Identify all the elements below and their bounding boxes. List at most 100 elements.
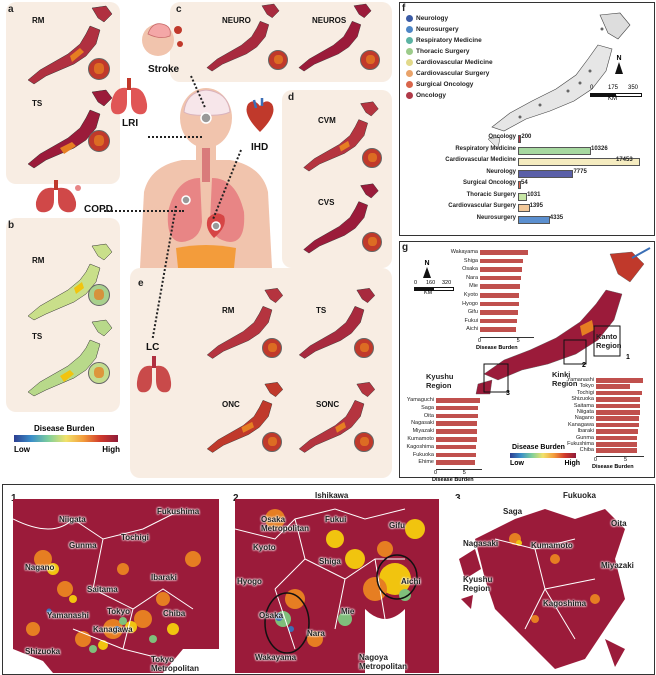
region-bar-label: Yamaguchi — [406, 397, 434, 403]
region-bar — [480, 284, 521, 289]
zoom1-label-kanagawa: Kanagawa — [93, 625, 133, 634]
zoom3-label-fukuoka: Fukuoka — [563, 491, 596, 500]
zoom3-label-saga: Saga — [503, 507, 523, 516]
panel-g-scale-unit: KM — [424, 290, 433, 296]
panel-f-legend-item: Thoracic Surgery — [406, 48, 469, 55]
zoom2-label-nagoya-metropolitan: Nagoya Metropolitan — [359, 653, 407, 671]
region-bar — [596, 378, 643, 383]
ihd-heart-icon — [246, 98, 274, 132]
panel-f-north-label: N — [616, 55, 622, 62]
zoom1-label-tokyo: Tokyo — [107, 607, 130, 616]
panel-c-map-label-neuros: NEUROS — [312, 16, 347, 25]
panel-f-bar-label: Surgical Oncology — [462, 180, 516, 186]
panel-f-japan-map — [487, 12, 631, 150]
region-axis-tick: 5 — [462, 470, 466, 477]
kinki-region-label: Kinki Region — [552, 370, 578, 388]
left-legend-low: Low — [14, 445, 30, 454]
region-bar-label: Wakayama — [450, 249, 478, 255]
panel-b-map-label-rm: RM — [32, 256, 45, 265]
ihd-label: IHD — [251, 142, 269, 153]
panel-f-bar-label: Neurology — [486, 168, 516, 175]
torso-shape — [140, 160, 272, 268]
region-axis-line — [480, 337, 534, 338]
region-bar — [436, 460, 476, 465]
region-bar — [480, 250, 528, 255]
panel-f-bar-value: 17453 — [616, 157, 633, 163]
region-bar-label: Tokyo — [579, 383, 594, 390]
zoom3-label-miyazaki: Miyazaki — [601, 561, 634, 570]
human-body-illustration — [140, 88, 272, 268]
copd-label: COPD — [84, 204, 113, 215]
panel-g-scale: 0 160 320 KM — [414, 280, 460, 298]
panel-f-bar — [518, 158, 640, 166]
region-axis-tick: 0 — [594, 456, 598, 463]
zoom2-label-gifu: Gifu — [389, 521, 405, 530]
panel-a: a RM TS — [6, 2, 120, 184]
region-axis-title: Disease Burden — [592, 463, 634, 470]
box-kinki — [563, 339, 587, 365]
region-axis-tick: 0 — [478, 338, 482, 344]
region-bar — [436, 398, 480, 403]
panel-f-scale: 0 175 350 KM — [590, 85, 648, 103]
region-bar — [596, 429, 638, 434]
legend-dot-icon — [406, 70, 413, 77]
zoom-map-2-kinki — [235, 499, 439, 673]
zoom2-label-osaka-metropolitan: Osaka Metropolitan — [261, 515, 309, 533]
legend-dot-icon — [406, 26, 413, 33]
panel-e-map-rm — [206, 288, 284, 359]
panel-g-north-arrow: N — [422, 260, 432, 278]
zoom1-label-yamanashi: Yamanashi — [47, 611, 89, 620]
zoom-map-1-number: 1 — [11, 493, 17, 504]
panel-c: c NEURO NEUROS — [170, 2, 392, 82]
panel-g-box-label-1: 1 — [626, 354, 630, 361]
lri-lungs-icon — [110, 78, 148, 115]
panel-f-north-arrow: N — [614, 55, 624, 74]
panel-f-bar-label: Oncology — [488, 134, 516, 140]
panel-f-bar-label: Cardiovascular Surgery — [448, 203, 516, 209]
zoom2-label-wakayama: Wakayama — [255, 653, 297, 662]
region-axis-tick: 5 — [624, 456, 628, 463]
region-bar-label: Oita — [423, 412, 434, 419]
region-bar — [596, 403, 640, 409]
zoom2-label-hyogo: Hyogo — [237, 577, 262, 586]
panel-e-map-sonc — [298, 382, 376, 453]
region-bar-label: Nagano — [574, 415, 594, 422]
legend-dot-icon — [406, 59, 413, 66]
panel-e-inset-sonc — [354, 432, 374, 452]
region-bar-label: Saitama — [573, 402, 594, 409]
legend-dot-icon — [406, 92, 413, 99]
region-bar — [480, 267, 522, 272]
panel-f-bar-value: 1031 — [527, 191, 541, 198]
region-bar-label: Hyogo — [462, 300, 478, 307]
panel-b-map-label-ts: TS — [32, 332, 43, 341]
panel-f-bar — [518, 169, 574, 178]
zoom1-label-gunma: Gunma — [69, 541, 97, 550]
region-bar-label: Kanagawa — [568, 421, 594, 428]
panel-e-letter: e — [138, 278, 144, 289]
panel-c-map-label-neuro: NEURO — [222, 16, 251, 25]
region-bar-label: Ibaraki — [577, 428, 594, 435]
panel-f-bar-label: Respiratory Medicine — [455, 145, 516, 152]
brain-target — [200, 112, 212, 124]
zoom1-label-niigata: Niigata — [59, 515, 86, 524]
stroke-label: Stroke — [148, 64, 180, 75]
zoom1-label-nagano: Nagano — [25, 563, 55, 572]
panel-b: b RM TS — [6, 218, 120, 412]
kyushu-region-label: Kyushu Region — [426, 372, 454, 390]
left-legend: Disease Burden Low High — [14, 424, 120, 456]
region-bar — [436, 437, 477, 442]
panel-f-legend-label: Surgical Oncology — [416, 81, 474, 88]
panel-f-scale-1: 175 — [608, 85, 619, 91]
panel-f-scale-unit: KM — [608, 96, 617, 102]
region-axis-tick: 5 — [516, 338, 520, 344]
region-bar — [436, 413, 478, 419]
panel-g-north-label: N — [424, 260, 430, 267]
zoom2-label-aichi: Aichi — [401, 577, 421, 586]
panel-d-map-cvs — [303, 183, 379, 254]
panel-g-scale-0: 0 — [414, 280, 418, 286]
panel-b-inset-rm — [88, 284, 110, 306]
panel-f-bar — [518, 146, 591, 155]
lc-lungs-icon — [136, 356, 172, 393]
panel-b-map-rm — [27, 243, 113, 321]
panel-f-scale-0: 0 — [590, 85, 594, 91]
